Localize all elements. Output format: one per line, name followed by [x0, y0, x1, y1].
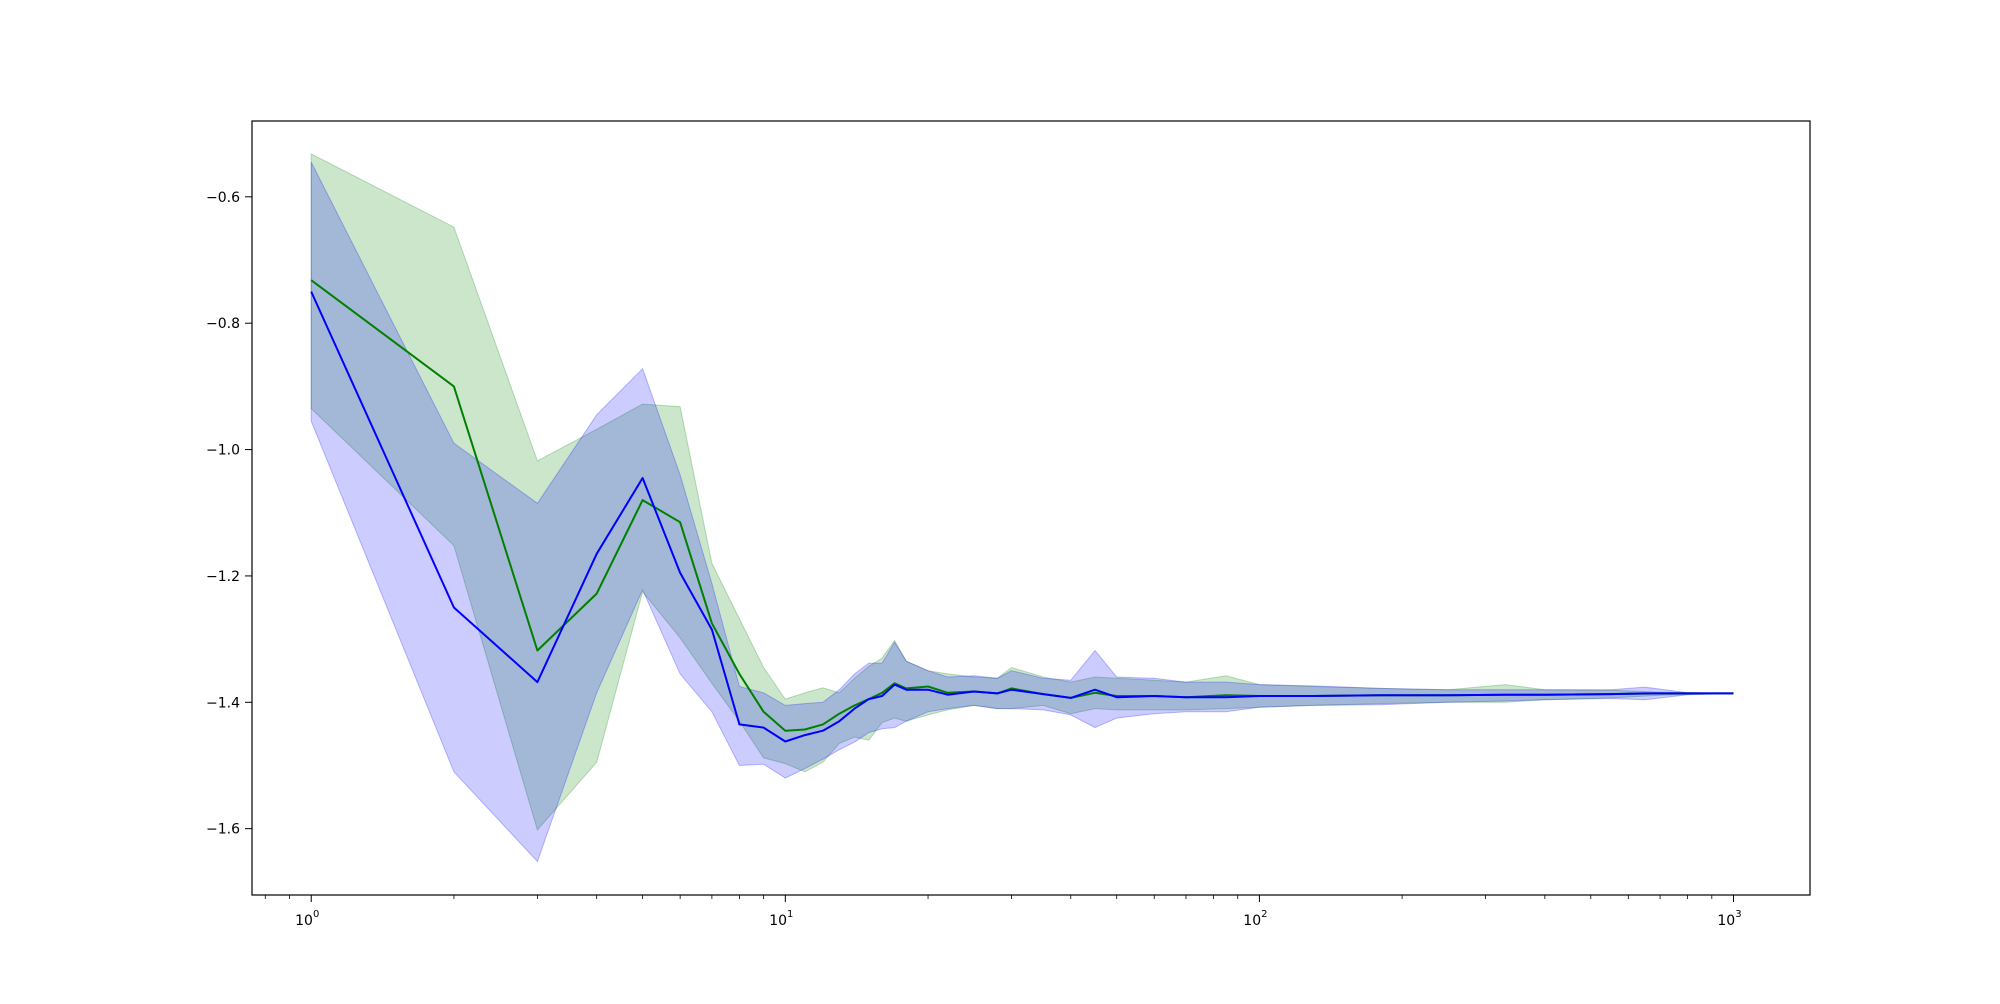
y-tick-label: −1.6	[206, 822, 240, 838]
y-tick-label: −0.8	[206, 316, 240, 332]
x-tick-label: 101	[769, 909, 793, 929]
y-tick-label: −0.6	[206, 190, 240, 206]
x-axis-ticks: 100 101 102 103	[264, 895, 1742, 929]
x-tick-label: 102	[1243, 909, 1267, 929]
y-tick-label: −1.2	[206, 569, 240, 585]
series-1-line	[310, 291, 1734, 743]
plot-frame	[251, 120, 1811, 896]
y-tick-label: −1.4	[206, 695, 240, 711]
x-tick-label: 103	[1717, 909, 1741, 929]
series-1-band	[310, 161, 1734, 863]
y-tick-label: −1.0	[206, 443, 240, 459]
y-axis-ticks: −0.6 −0.8 −1.0 −1.2 −1.4 −1.6	[206, 190, 252, 838]
x-tick-label: 100	[295, 909, 319, 929]
confidence-bands	[310, 153, 1734, 863]
series-lines	[310, 279, 1734, 743]
